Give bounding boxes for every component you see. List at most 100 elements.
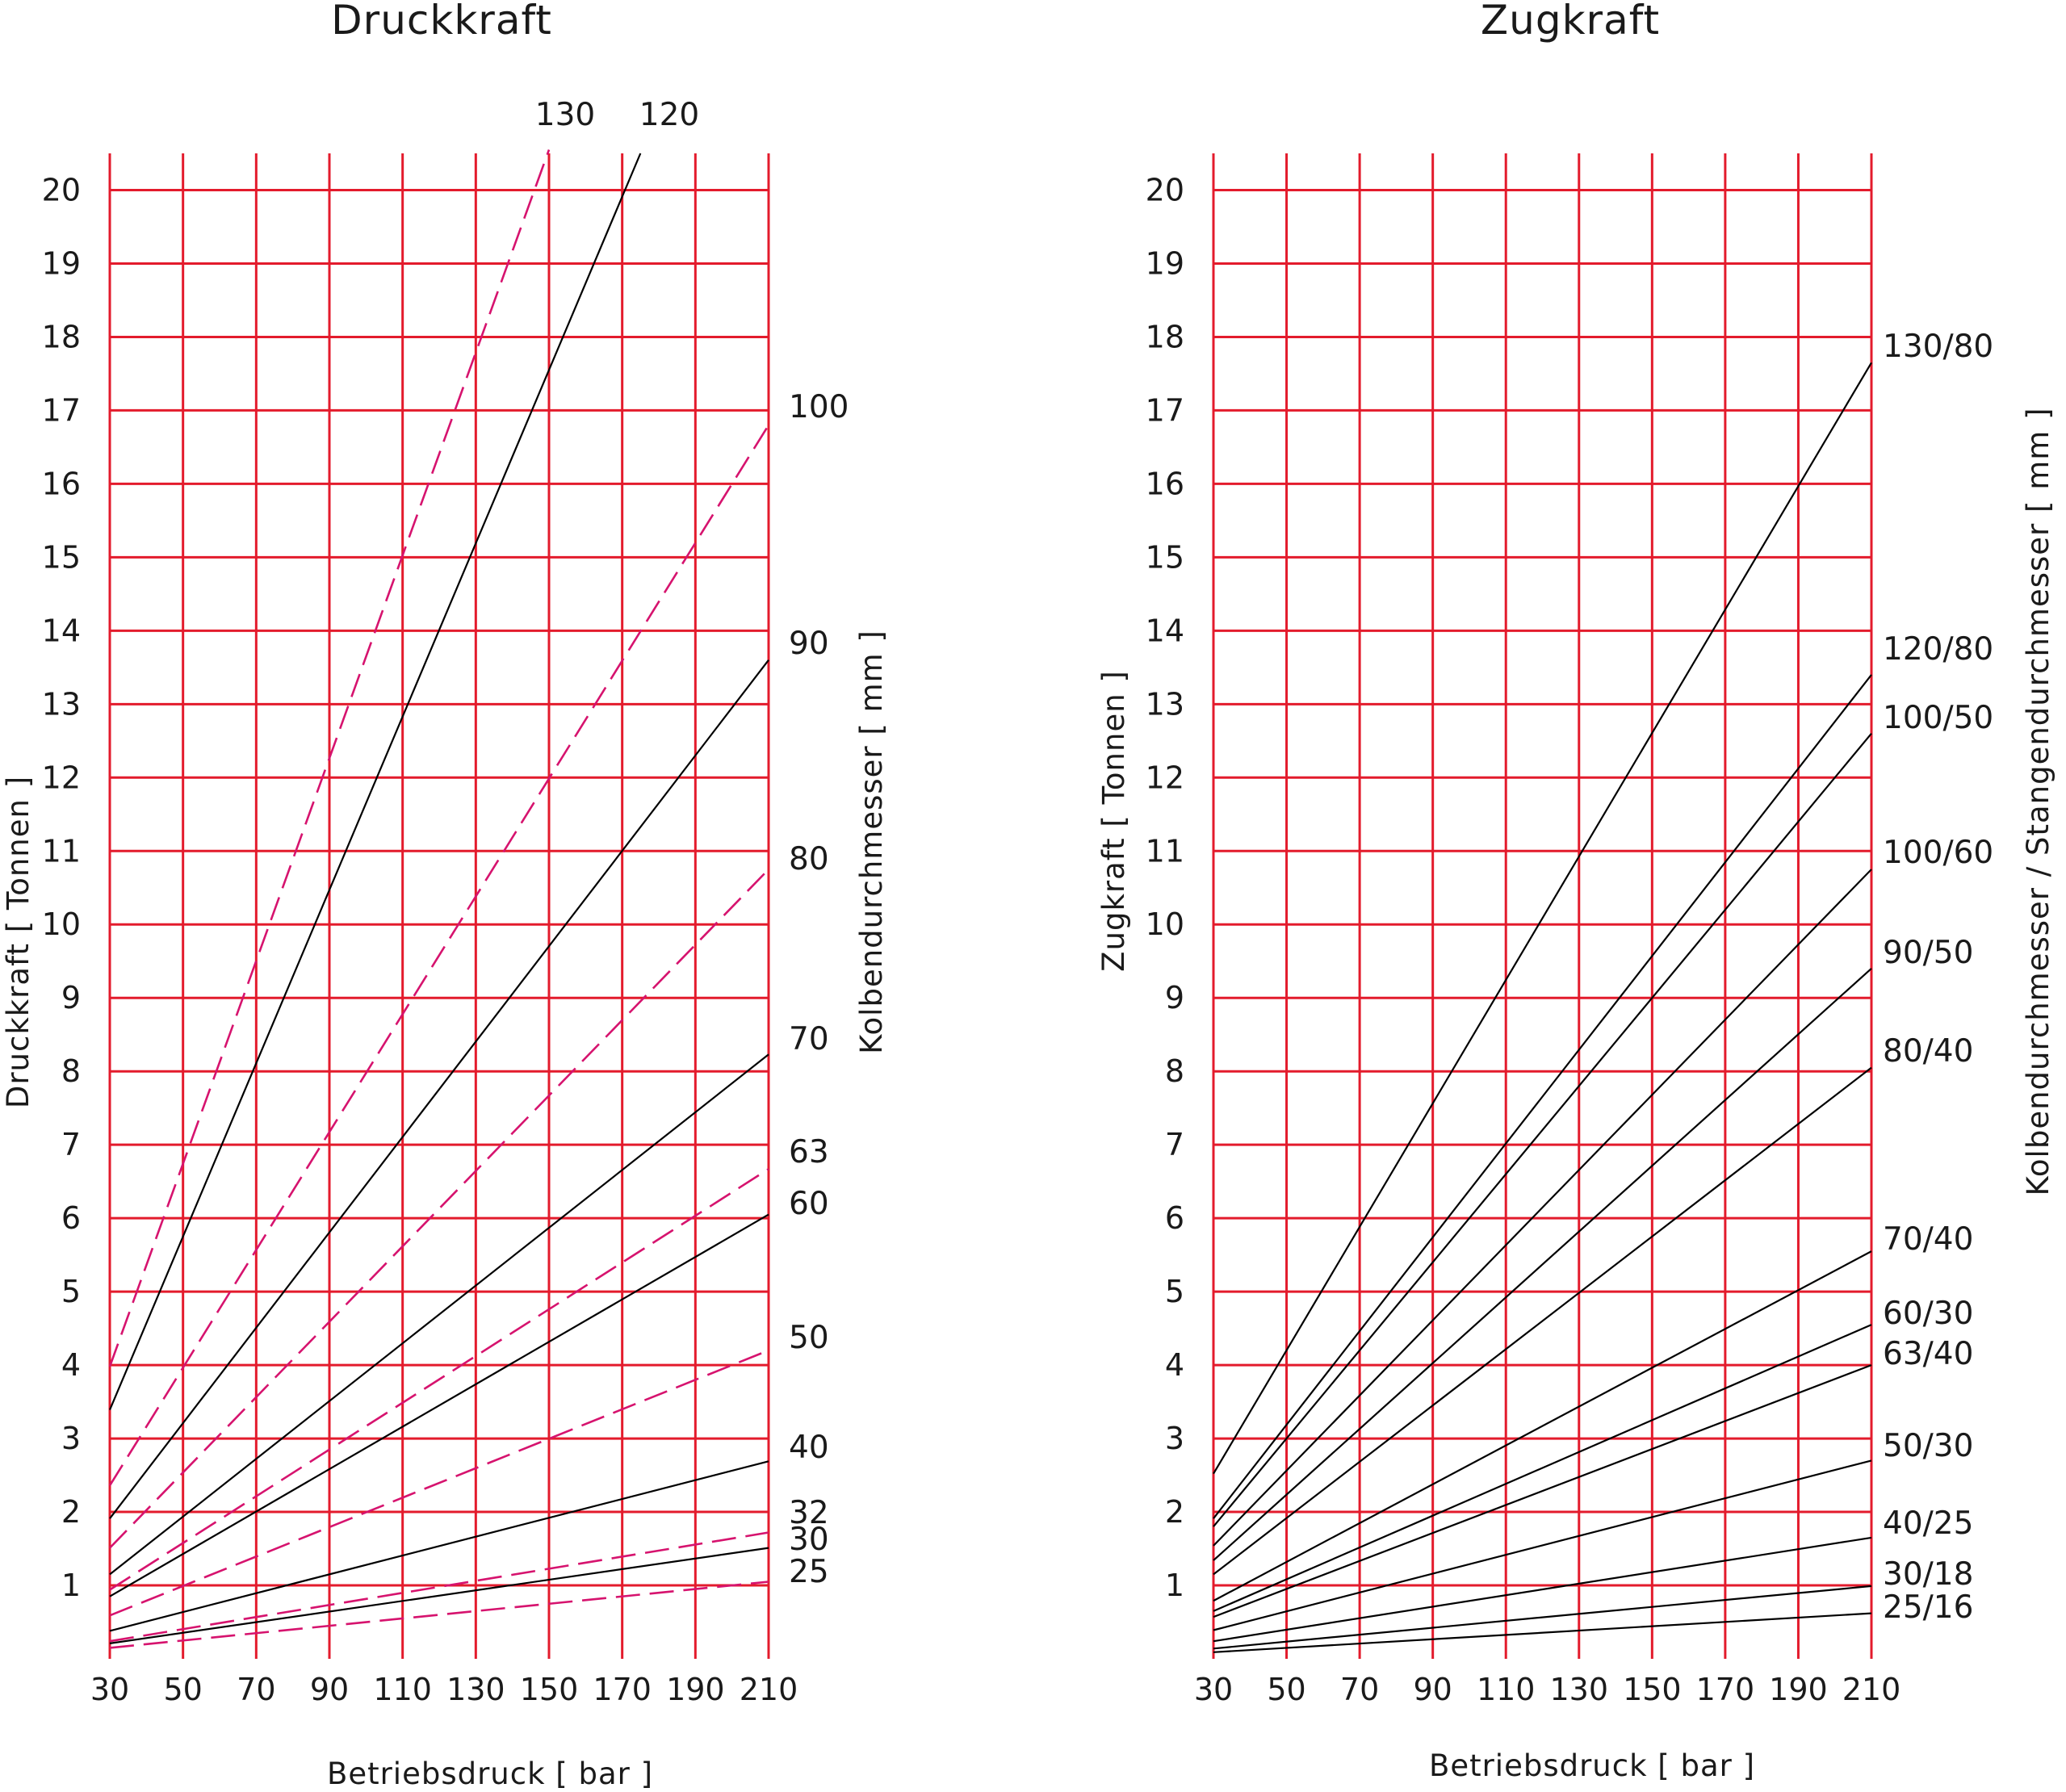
series-line-70 [109,1053,769,1576]
y-tick-label: 6 [1165,1200,1184,1236]
series-line-100-60 [1213,869,1872,1547]
y-tick-label: 19 [1146,245,1184,281]
x-tick-label: 210 [740,1672,798,1707]
x-tick-label: 70 [1340,1672,1379,1707]
x-tick-label: 90 [1413,1672,1452,1707]
zugkraft-series-lines [1213,362,1872,1653]
x-tick-label: 50 [163,1672,202,1707]
series-line-63 [109,1168,769,1591]
zugkraft-grid [1212,153,1873,1659]
series-label-80-40: 80/40 [1883,1033,1973,1070]
druckkraft-right-axis-label: Kolbendurchmesser [ mm ] [854,630,889,1054]
series-line-25 [109,1581,769,1649]
series-line-70-40 [1213,1250,1872,1602]
series-line-63-40 [1213,1364,1872,1618]
y-tick-label: 12 [42,760,81,795]
series-label-70-40: 70/40 [1883,1221,1973,1258]
series-label-120: 120 [639,97,699,133]
series-line-100 [108,424,770,1486]
y-tick-label: 5 [1165,1274,1184,1309]
y-tick-label: 7 [1165,1127,1184,1162]
series-line-120 [108,153,642,1411]
series-label-50-30: 50/30 [1883,1428,1973,1464]
zugkraft-y-axis-label: Zugkraft [ Tonnen ] [1096,670,1131,972]
x-tick-label: 130 [446,1672,505,1707]
x-tick-label: 210 [1842,1672,1901,1707]
y-tick-label: 2 [61,1494,81,1530]
y-tick-label: 11 [1146,833,1184,869]
series-line-130 [108,149,551,1367]
y-tick-label: 17 [1146,392,1184,428]
zugkraft-x-axis-label: Betriebsdruck [ bar ] [1429,1748,1755,1783]
series-line-40-25 [1213,1536,1872,1643]
series-line-40 [109,1460,769,1632]
x-tick-label: 50 [1267,1672,1305,1707]
series-line-80 [109,869,769,1549]
series-line-130-80 [1213,362,1872,1475]
series-line-30-18 [1213,1585,1872,1650]
y-tick-label: 12 [1146,760,1184,795]
y-tick-label: 20 [1146,172,1184,207]
y-tick-label: 18 [42,319,81,354]
y-tick-label: 10 [42,906,81,942]
y-tick-label: 13 [42,686,81,722]
druckkraft-panel: Druckkraft 30 50 70 90 110 130 150 170 190 210 12… [1,0,889,1791]
druckkraft-series-lines [108,149,770,1649]
zugkraft-series-labels: 130/80 120/80 100/50 100/60 90/50 80/40 70/40 6… [1883,329,1993,1626]
series-label-63-40: 63/40 [1883,1336,1973,1372]
series-line-30 [109,1547,769,1644]
series-label-25-16: 25/16 [1883,1589,1973,1626]
y-tick-label: 11 [42,833,81,869]
series-label-50: 50 [789,1320,829,1356]
x-tick-label: 190 [666,1672,725,1707]
zugkraft-title: Zugkraft [1481,0,1660,44]
y-tick-label: 8 [61,1053,81,1089]
series-label-40-25: 40/25 [1883,1505,1973,1542]
zugkraft-right-axis-label: Kolbendurchmesser / Stangendurchmesser [… [2021,407,2056,1195]
y-tick-label: 4 [61,1347,81,1383]
y-tick-label: 18 [1146,319,1184,354]
druckkraft-title: Druckkraft [331,0,552,44]
x-tick-label: 110 [373,1672,432,1707]
series-label-100-60: 100/60 [1883,835,1993,871]
druckkraft-x-axis-label: Betriebsdruck [ bar ] [327,1756,653,1791]
x-tick-label: 110 [1477,1672,1536,1707]
y-tick-label: 7 [61,1127,81,1162]
series-line-25-16 [1213,1612,1872,1653]
y-tick-label: 9 [61,980,81,1015]
druckkraft-x-ticks: 30 50 70 90 110 130 150 170 190 210 [90,1672,798,1707]
series-label-80: 80 [789,841,829,877]
y-tick-label: 17 [42,392,81,428]
zugkraft-x-ticks: 30 50 70 90 110 130 150 170 190 210 [1194,1672,1900,1707]
series-line-32 [109,1531,769,1643]
series-label-30: 30 [789,1522,829,1558]
series-label-100: 100 [789,389,849,425]
series-line-90-50 [1213,967,1872,1561]
y-tick-label: 6 [61,1200,81,1236]
x-tick-label: 150 [520,1672,579,1707]
y-tick-label: 13 [1146,686,1184,722]
y-tick-label: 4 [1165,1347,1184,1383]
y-tick-label: 1 [61,1568,81,1603]
y-tick-label: 14 [1146,613,1184,648]
series-line-60 [109,1213,769,1597]
x-tick-label: 30 [1194,1672,1233,1707]
series-line-120-80 [1213,674,1872,1519]
series-line-50 [109,1349,769,1617]
x-tick-label: 30 [90,1672,129,1707]
series-label-60-30: 60/30 [1883,1296,1973,1332]
y-tick-label: 1 [1165,1568,1184,1603]
y-tick-label: 3 [1165,1421,1184,1456]
y-tick-label: 3 [61,1421,81,1456]
y-tick-label: 16 [42,466,81,501]
series-label-60: 60 [789,1186,829,1222]
x-tick-label: 130 [1550,1672,1609,1707]
series-label-130: 130 [535,97,595,133]
series-label-120-80: 120/80 [1883,631,1993,668]
series-label-100-50: 100/50 [1883,700,1993,736]
series-line-50-30 [1213,1459,1872,1631]
y-tick-label: 5 [61,1274,81,1309]
series-label-70: 70 [789,1021,829,1057]
